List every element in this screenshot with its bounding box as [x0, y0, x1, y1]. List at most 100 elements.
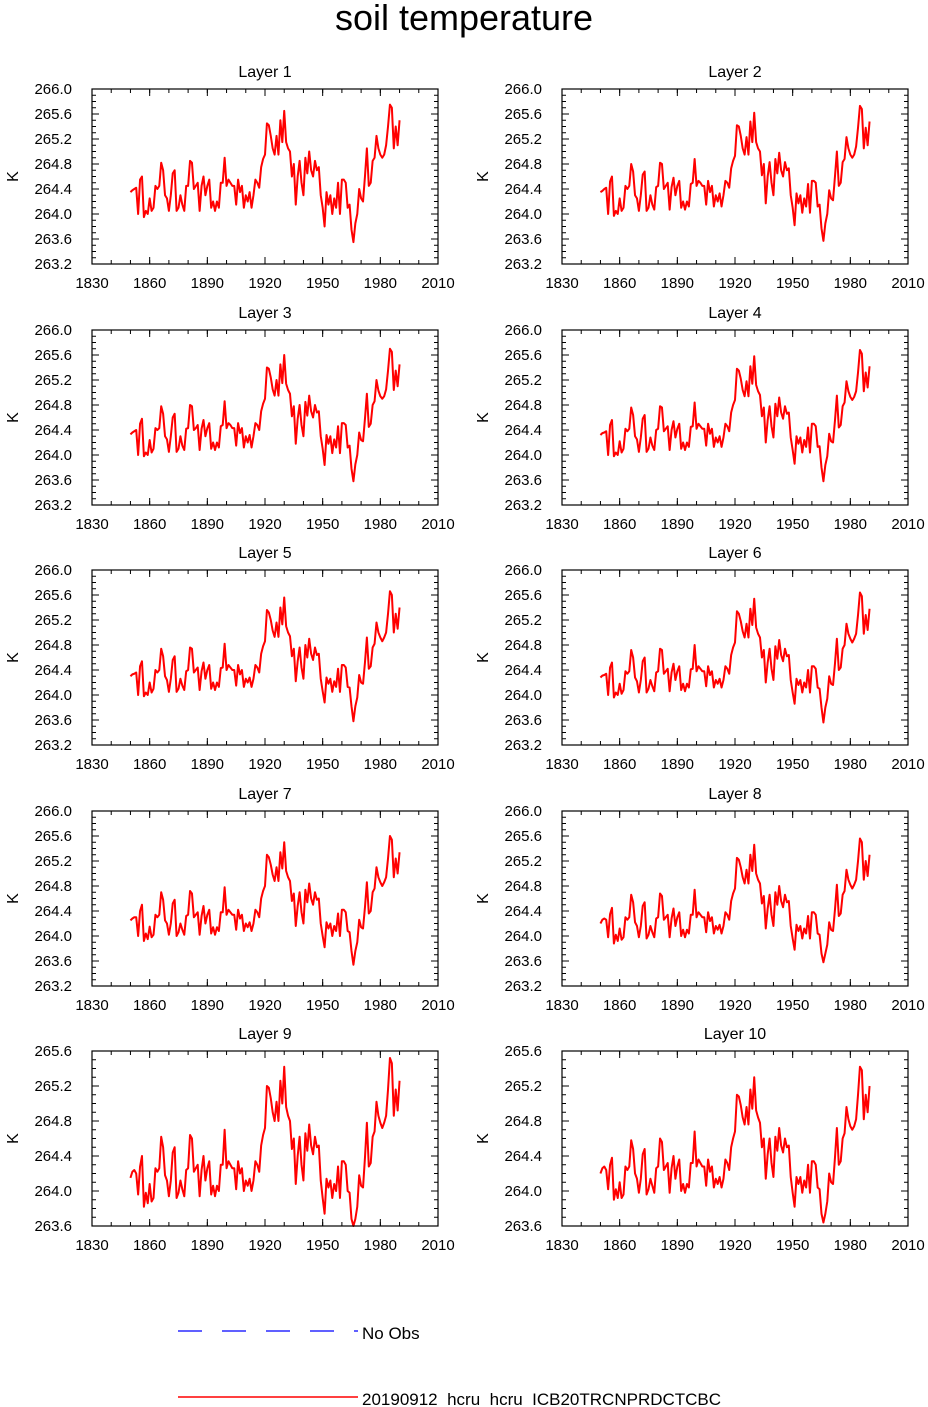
y-tick-label: 264.0 — [504, 1183, 542, 1200]
figure-title: soil temperature — [335, 0, 593, 38]
chart-panel-2: Layer 2 K 1830 1860 1890 1920 1950 1980 2010 263.… — [475, 64, 925, 292]
x-tick-label: 1860 — [133, 997, 166, 1014]
x-tick-label: 1920 — [248, 516, 281, 533]
x-tick-label: 1890 — [191, 1237, 224, 1254]
y-tick-label: 264.4 — [34, 422, 72, 439]
y-tick-label: 265.6 — [34, 587, 72, 604]
x-tick-label: 1830 — [75, 275, 108, 292]
y-tick-label: 266.0 — [504, 81, 542, 98]
x-tick-label: 1860 — [603, 275, 636, 292]
legend: No Obs 20190912_hcru_hcru_ICB20TRCNPRDCT… — [178, 1324, 721, 1407]
y-tick-label: 265.2 — [504, 612, 542, 629]
x-tick-label: 2010 — [421, 756, 454, 773]
y-axis-label: K — [5, 171, 22, 182]
legend-label-model: 20190912_hcru_hcru_ICB20TRCNPRDCTCBC — [362, 1390, 721, 1407]
y-tick-label: 265.6 — [34, 828, 72, 845]
x-tick-label: 2010 — [891, 1237, 924, 1254]
y-tick-label: 263.2 — [34, 978, 72, 995]
x-tick-label: 1890 — [661, 1237, 694, 1254]
x-tick-label: 1920 — [248, 997, 281, 1014]
x-tick-label: 1920 — [718, 756, 751, 773]
y-tick-label: 263.2 — [504, 497, 542, 514]
chart-panel-3: Layer 3 K 1830 1860 1890 1920 1950 1980 2010 263.… — [5, 305, 455, 533]
y-tick-label: 263.6 — [34, 1218, 72, 1235]
y-axis-label: K — [5, 893, 22, 904]
y-tick-label: 263.6 — [504, 1218, 542, 1235]
y-tick-label: 264.4 — [504, 422, 542, 439]
x-tick-label: 2010 — [421, 1237, 454, 1254]
x-tick-label: 1890 — [191, 516, 224, 533]
y-tick-label: 265.2 — [504, 1078, 542, 1095]
y-tick-label: 265.2 — [504, 372, 542, 389]
x-tick-label: 1950 — [306, 1237, 339, 1254]
series-line-1 — [129, 347, 401, 483]
x-tick-label: 1950 — [776, 997, 809, 1014]
legend-item-no-obs: No Obs — [178, 1324, 420, 1343]
plot-frame — [91, 569, 439, 746]
y-tick-label: 265.6 — [504, 1043, 542, 1060]
y-tick-label: 264.8 — [34, 878, 72, 895]
y-tick-label: 264.4 — [504, 903, 542, 920]
y-tick-label: 263.6 — [34, 712, 72, 729]
y-tick-label: 266.0 — [34, 81, 72, 98]
chart-panel-7: Layer 7 K 1830 1860 1890 1920 1950 1980 2010 263.… — [5, 786, 455, 1014]
y-tick-label: 264.8 — [504, 637, 542, 654]
x-tick-label: 1980 — [364, 1237, 397, 1254]
y-tick-label: 264.0 — [504, 687, 542, 704]
plot-frame — [91, 810, 439, 987]
y-tick-label: 264.8 — [504, 878, 542, 895]
y-tick-label: 264.0 — [34, 1183, 72, 1200]
y-tick-label: 263.6 — [34, 953, 72, 970]
y-tick-label: 265.6 — [504, 106, 542, 123]
panel-title: Layer 9 — [238, 1026, 291, 1043]
x-tick-label: 1860 — [133, 1237, 166, 1254]
x-tick-label: 1860 — [133, 275, 166, 292]
y-tick-label: 264.0 — [504, 206, 542, 223]
y-tick-label: 265.6 — [34, 347, 72, 364]
x-tick-label: 1830 — [545, 275, 578, 292]
x-tick-label: 1950 — [306, 756, 339, 773]
plot-frame — [561, 88, 909, 265]
x-tick-label: 1920 — [718, 1237, 751, 1254]
x-tick-label: 1830 — [75, 1237, 108, 1254]
y-axis-label: K — [475, 1133, 492, 1144]
x-tick-label: 1890 — [661, 756, 694, 773]
y-axis-label: K — [475, 652, 492, 663]
plot-frame — [561, 1050, 909, 1227]
y-tick-label: 264.8 — [504, 1113, 542, 1130]
panel-title: Layer 3 — [238, 305, 291, 322]
chart-panel-1: Layer 1 K 1830 1860 1890 1920 1950 1980 2010 263.… — [5, 64, 455, 292]
y-tick-label: 264.8 — [34, 1113, 72, 1130]
y-tick-label: 263.6 — [34, 231, 72, 248]
chart-panel-10: Layer 10 K 1830 1860 1890 1920 1950 1980 2010 263… — [475, 1026, 925, 1254]
x-tick-label: 1980 — [364, 275, 397, 292]
panel-title: Layer 4 — [708, 305, 761, 322]
y-tick-label: 264.0 — [504, 928, 542, 945]
x-tick-label: 1830 — [545, 516, 578, 533]
x-tick-label: 1890 — [661, 516, 694, 533]
x-tick-label: 2010 — [421, 275, 454, 292]
x-tick-label: 1980 — [834, 997, 867, 1014]
x-tick-label: 1950 — [776, 756, 809, 773]
x-tick-label: 2010 — [891, 516, 924, 533]
y-axis-label: K — [5, 412, 22, 423]
x-tick-label: 2010 — [891, 756, 924, 773]
plot-frame — [91, 1050, 439, 1227]
y-tick-label: 265.6 — [34, 106, 72, 123]
y-tick-label: 265.6 — [504, 828, 542, 845]
x-tick-label: 1980 — [364, 756, 397, 773]
y-tick-label: 263.6 — [504, 712, 542, 729]
y-tick-label: 264.8 — [34, 156, 72, 173]
y-tick-label: 265.6 — [504, 587, 542, 604]
y-tick-label: 264.8 — [504, 397, 542, 414]
series-line-1 — [599, 591, 871, 724]
y-tick-label: 264.4 — [504, 662, 542, 679]
x-tick-label: 1860 — [133, 756, 166, 773]
y-tick-label: 263.2 — [504, 978, 542, 995]
x-tick-label: 1950 — [776, 275, 809, 292]
x-tick-label: 1860 — [603, 516, 636, 533]
panel-title: Layer 8 — [708, 786, 761, 803]
x-tick-label: 1980 — [834, 1237, 867, 1254]
x-tick-label: 1950 — [306, 997, 339, 1014]
